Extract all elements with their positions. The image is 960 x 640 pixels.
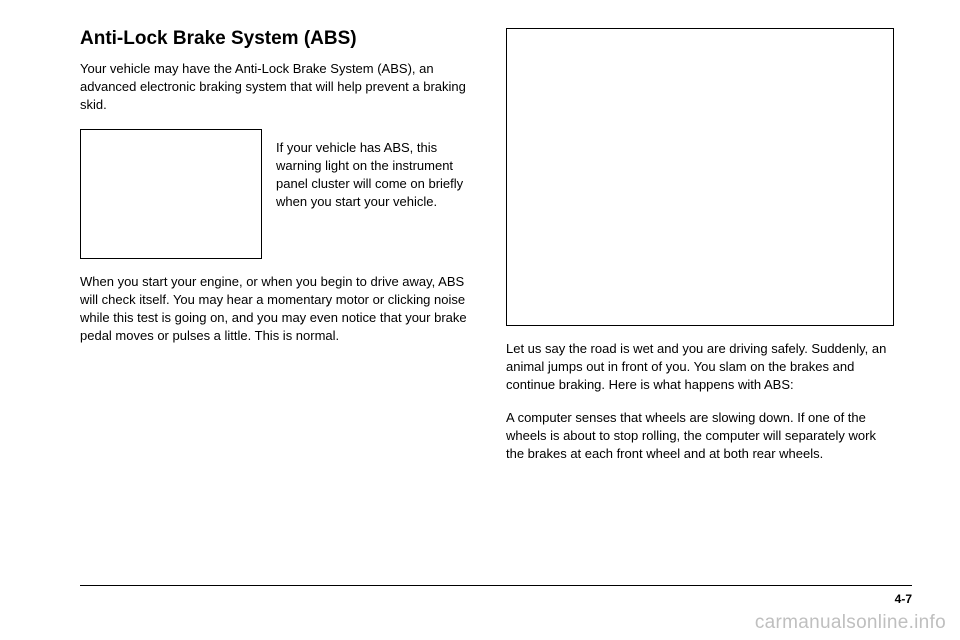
left-paragraph-2: When you start your engine, or when you …: [80, 273, 470, 346]
image-text-block: If your vehicle has ABS, this warning li…: [80, 129, 470, 259]
warning-light-image-placeholder: [80, 129, 262, 259]
scenario-image-placeholder: [506, 28, 894, 326]
section-heading: Anti-Lock Brake System (ABS): [80, 28, 470, 50]
page-number: 4-7: [895, 592, 912, 606]
footer-divider: [80, 585, 912, 586]
side-text: If your vehicle has ABS, this warning li…: [276, 129, 470, 212]
page-content: Anti-Lock Brake System (ABS) Your vehicl…: [80, 28, 912, 477]
right-column: Let us say the road is wet and you are d…: [506, 28, 896, 477]
watermark: carmanualsonline.info: [755, 612, 946, 634]
right-paragraph-1: Let us say the road is wet and you are d…: [506, 340, 896, 395]
left-column: Anti-Lock Brake System (ABS) Your vehicl…: [80, 28, 470, 477]
intro-paragraph: Your vehicle may have the Anti-Lock Brak…: [80, 60, 470, 115]
right-paragraph-2: A computer senses that wheels are slowin…: [506, 409, 896, 464]
